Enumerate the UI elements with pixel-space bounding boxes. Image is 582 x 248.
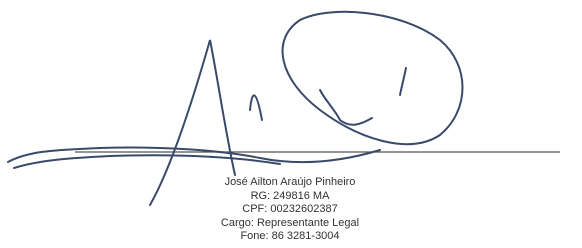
signer-role: Cargo: Representante Legal <box>190 217 390 231</box>
signer-name: José Ailton Araújo Pinheiro <box>190 176 390 190</box>
signer-rg: RG: 249816 MA <box>190 190 390 204</box>
signer-cpf: CPF: 00232602387 <box>190 203 390 217</box>
signer-phone: Fone: 86 3281-3004 <box>190 230 390 244</box>
page: José Ailton Araújo Pinheiro RG: 249816 M… <box>0 0 582 248</box>
signature-block: José Ailton Araújo Pinheiro RG: 249816 M… <box>190 176 390 244</box>
